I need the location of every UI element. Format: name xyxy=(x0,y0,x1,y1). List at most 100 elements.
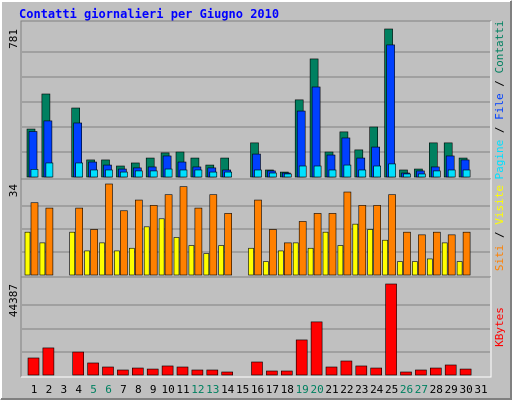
x-tick-label: 14 xyxy=(221,383,235,396)
bar xyxy=(462,169,471,178)
bar xyxy=(447,169,456,178)
x-tick-label: 12 xyxy=(191,383,204,396)
bar xyxy=(27,357,40,376)
legend-entry: Visite xyxy=(493,185,506,225)
bar xyxy=(426,258,433,276)
bar xyxy=(117,369,129,376)
bar xyxy=(224,171,232,178)
bar xyxy=(447,234,456,276)
bar xyxy=(459,368,472,376)
bar xyxy=(218,245,224,276)
bar xyxy=(176,366,189,376)
bar xyxy=(418,173,426,178)
bar xyxy=(209,194,218,276)
bar xyxy=(102,366,114,376)
bar xyxy=(158,218,165,276)
bar xyxy=(358,205,367,276)
bar xyxy=(42,347,55,376)
x-tick-label: 6 xyxy=(105,383,112,396)
bar xyxy=(254,169,262,178)
bar xyxy=(164,194,173,276)
bar xyxy=(120,210,128,276)
panel-bevel xyxy=(21,277,492,378)
x-tick-label: 7 xyxy=(120,383,127,396)
bar xyxy=(206,369,219,376)
legend-entry: Contatti xyxy=(493,21,506,74)
bar xyxy=(146,368,159,376)
x-tick-label: 2 xyxy=(46,383,53,396)
bar xyxy=(114,250,120,276)
bar xyxy=(69,231,75,276)
bar xyxy=(343,164,352,178)
bar xyxy=(191,369,204,376)
legend-separator: / xyxy=(493,225,506,245)
bar xyxy=(203,253,210,276)
bar xyxy=(164,168,173,178)
bar xyxy=(441,242,448,276)
bar xyxy=(45,207,54,276)
bar xyxy=(343,191,352,276)
bar xyxy=(322,231,329,276)
bar xyxy=(355,365,368,376)
x-tick-label: 9 xyxy=(150,383,157,396)
bar xyxy=(179,186,188,276)
x-tick-label: 27 xyxy=(415,383,428,396)
bar xyxy=(403,231,411,276)
bar xyxy=(367,229,374,276)
panel-bevel xyxy=(20,178,491,277)
bar xyxy=(30,202,39,276)
bar xyxy=(462,231,471,276)
bar xyxy=(298,165,307,178)
bar xyxy=(149,170,158,178)
bar xyxy=(179,169,188,178)
bar xyxy=(386,44,395,178)
bar xyxy=(221,371,233,376)
bar xyxy=(311,86,321,178)
bar xyxy=(280,370,293,376)
x-tick-label: 5 xyxy=(90,383,97,396)
bar xyxy=(161,365,174,376)
bar xyxy=(432,170,441,178)
bar xyxy=(373,165,382,178)
bar xyxy=(84,250,90,276)
legend-entry: KBytes xyxy=(493,307,506,347)
bar xyxy=(328,169,337,178)
legend: Pagine / File / Contatti xyxy=(493,21,506,180)
y-tick-label: 781 xyxy=(7,29,20,49)
bar xyxy=(403,173,411,178)
x-tick-label: 15 xyxy=(236,383,249,396)
y-tick-label: 44387 xyxy=(7,284,20,317)
x-tick-label: 25 xyxy=(385,383,398,396)
bar xyxy=(72,351,84,376)
bar xyxy=(129,247,135,276)
bar xyxy=(412,261,418,276)
bar xyxy=(269,172,277,178)
bar xyxy=(313,165,322,178)
bar xyxy=(340,360,353,376)
bar xyxy=(456,261,463,276)
bar xyxy=(87,362,99,376)
bar xyxy=(415,369,427,376)
bar xyxy=(397,261,403,276)
x-tick-label: 20 xyxy=(310,383,323,396)
bar xyxy=(269,229,277,276)
x-tick-label: 13 xyxy=(206,383,219,396)
bar xyxy=(432,231,441,276)
x-tick-label: 26 xyxy=(400,383,413,396)
legend-entry: Siti xyxy=(493,245,506,272)
bar xyxy=(149,205,158,276)
bar xyxy=(105,169,113,178)
bar xyxy=(418,234,426,276)
bar xyxy=(277,250,284,276)
bar xyxy=(75,162,83,178)
bar xyxy=(295,339,308,376)
bar xyxy=(444,364,457,376)
x-tick-label: 18 xyxy=(281,383,294,396)
x-tick-label: 16 xyxy=(251,383,264,396)
bar xyxy=(313,213,322,276)
x-tick-label: 30 xyxy=(459,383,472,396)
bar xyxy=(263,261,269,276)
bar xyxy=(352,223,359,276)
